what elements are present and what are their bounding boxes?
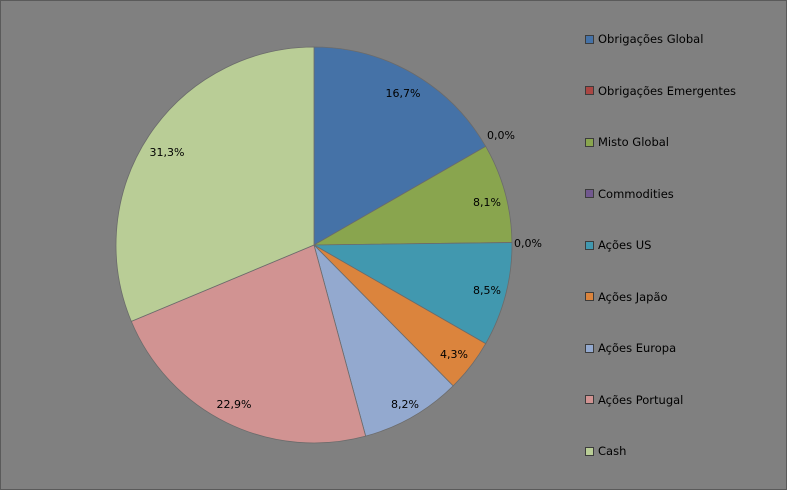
legend-item: Ações Japão: [585, 289, 668, 305]
legend-swatch: [585, 395, 594, 404]
legend-item: Misto Global: [585, 134, 669, 150]
slice-data-label: 4,3%: [440, 348, 468, 361]
legend-label: Ações Japão: [598, 289, 668, 304]
legend-swatch: [585, 446, 594, 456]
legend-item: Obrigações Global: [585, 31, 703, 47]
legend-label: Commodities: [598, 186, 674, 201]
pie-slice: [312, 145, 513, 246]
slice-data-label: 31,3%: [150, 146, 185, 159]
legend-item: Ações Portugal: [585, 392, 683, 408]
legend-swatch: [585, 292, 594, 301]
legend-label: Ações US: [598, 238, 652, 252]
legend-item: Commodities: [585, 186, 674, 202]
pie-slice: [115, 46, 315, 322]
legend-item: Obrigações Emergentes: [585, 83, 736, 99]
pie-slice: [130, 244, 367, 444]
legend-label: Ações Portugal: [598, 392, 684, 407]
slice-data-label: 0,0%: [487, 129, 515, 142]
legend-item: Cash: [585, 443, 626, 459]
legend-label: Misto Global: [598, 135, 669, 149]
pie-slice: [312, 242, 513, 345]
legend-label: Obrigações Global: [598, 32, 704, 46]
legend-swatch: [585, 240, 594, 250]
legend-label: Obrigações Emergentes: [598, 83, 737, 98]
slice-data-label: 0,0%: [514, 237, 542, 250]
slice-data-label: 8,1%: [473, 196, 501, 209]
legend-swatch: [585, 189, 594, 198]
slice-data-label: 16,7%: [386, 87, 421, 100]
legend-swatch: [585, 343, 594, 353]
legend-label: Ações Europa: [598, 341, 677, 355]
legend-swatch: [585, 86, 594, 95]
slice-data-label: 22,9%: [217, 398, 252, 411]
slice-data-label: 8,5%: [473, 284, 501, 297]
pie-slice: [313, 243, 454, 437]
slice-data-label: 8,2%: [391, 398, 419, 411]
legend-swatch: [585, 137, 594, 147]
legend-swatch: [585, 34, 594, 44]
legend-label: Cash: [598, 444, 627, 458]
pie-slice: [313, 46, 487, 246]
legend-item: Ações Europa: [585, 340, 676, 356]
legend-item: Ações US: [585, 237, 651, 253]
